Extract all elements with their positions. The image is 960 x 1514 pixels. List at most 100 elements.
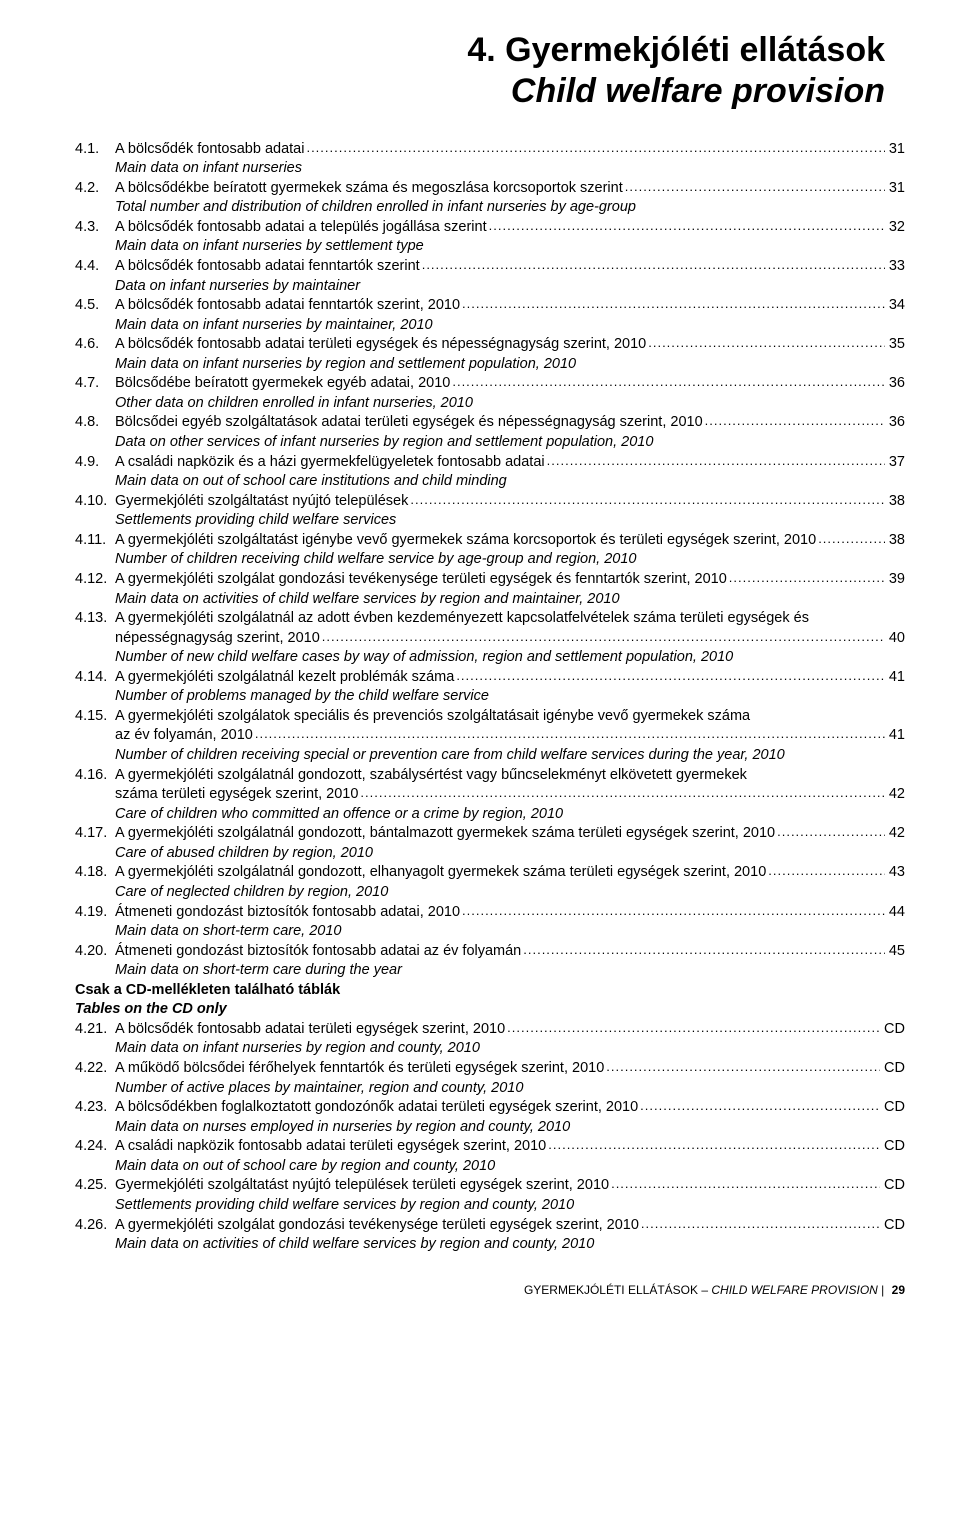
toc-label: A működő bölcsődei férőhelyek fenntartók…	[115, 1059, 604, 1079]
toc-page: 41	[885, 726, 905, 746]
toc-row: 4.7.Bölcsődébe beíratott gyermekek egyéb…	[75, 374, 905, 394]
footer-en: CHILD WELFARE PROVISION	[711, 1283, 877, 1297]
toc-leader	[775, 823, 885, 841]
toc-row: 4.18.A gyermekjóléti szolgálatnál gondoz…	[75, 863, 905, 883]
toc-leader	[521, 941, 885, 959]
toc-desc: Number of problems managed by the child …	[75, 687, 905, 707]
toc-label: A bölcsődék fontosabb adatai területi eg…	[115, 335, 646, 355]
toc-num: 4.7.	[75, 374, 115, 394]
toc-label: A gyermekjóléti szolgálatnál kezelt prob…	[115, 668, 454, 688]
toc-label: A bölcsődék fontosabb adatai fenntartók …	[115, 296, 460, 316]
toc-row: 4.8.Bölcsődei egyéb szolgáltatások adata…	[75, 413, 905, 433]
toc-num: 4.10.	[75, 492, 115, 512]
toc-label: Bölcsődébe beíratott gyermekek egyéb ada…	[115, 374, 450, 394]
toc-leader	[505, 1019, 880, 1037]
toc-page: 36	[885, 413, 905, 433]
toc-label: A bölcsődék fontosabb adatai területi eg…	[115, 1020, 505, 1040]
toc-num: 4.9.	[75, 453, 115, 473]
toc-row: 4.14.A gyermekjóléti szolgálatnál kezelt…	[75, 668, 905, 688]
toc-num: 4.17.	[75, 824, 115, 844]
toc-label: A gyermekjóléti szolgálatnál gondozott, …	[115, 824, 775, 844]
toc-cd-section: Csak a CD-mellékleten található táblák T…	[75, 981, 905, 1255]
toc-num: 4.3.	[75, 218, 115, 238]
toc-label: A gyermekjóléti szolgálat gondozási tevé…	[115, 1216, 639, 1236]
toc-num: 4.2.	[75, 179, 115, 199]
toc-page: 31	[885, 179, 905, 199]
toc-num: 4.23.	[75, 1098, 115, 1118]
toc-num: 4.18.	[75, 863, 115, 883]
toc-desc: Main data on out of school care institut…	[75, 472, 905, 492]
toc-desc: Main data on short-term care, 2010	[75, 922, 905, 942]
footer-page: 29	[888, 1283, 905, 1297]
toc-leader	[766, 862, 885, 880]
toc-num: 4.1.	[75, 140, 115, 160]
toc-row: 4.6.A bölcsődék fontosabb adatai terület…	[75, 335, 905, 355]
toc-row: 4.17.A gyermekjóléti szolgálatnál gondoz…	[75, 824, 905, 844]
footer-sep: |	[878, 1283, 888, 1297]
toc-row: 4.2.A bölcsődékbe beíratott gyermekek sz…	[75, 179, 905, 199]
toc-label: A gyermekjóléti szolgáltatást igénybe ve…	[115, 531, 816, 551]
toc-leader	[545, 452, 885, 470]
title-hu: 4. Gyermekjóléti ellátások	[75, 30, 885, 71]
toc-page: 37	[885, 453, 905, 473]
toc-leader	[408, 491, 884, 509]
toc-page: 39	[885, 570, 905, 590]
toc-row: 4.23.A bölcsődékben foglalkoztatott gond…	[75, 1098, 905, 1118]
toc-row-cont: az év folyamán, 201041	[75, 726, 905, 746]
toc-row: 4.22.A működő bölcsődei férőhelyek fennt…	[75, 1059, 905, 1079]
toc-page: 45	[885, 942, 905, 962]
toc-leader	[460, 902, 885, 920]
title-en: Child welfare provision	[75, 71, 885, 112]
toc-desc: Main data on infant nurseries	[75, 159, 905, 179]
toc-row: 4.19.Átmeneti gondozást biztosítók fonto…	[75, 903, 905, 923]
toc-desc: Main data on infant nurseries by region …	[75, 1039, 905, 1059]
toc-leader	[487, 217, 885, 235]
toc-main: 4.1.A bölcsődék fontosabb adatai31Main d…	[75, 140, 905, 981]
toc-row: 4.9.A családi napközik és a házi gyermek…	[75, 453, 905, 473]
toc-desc: Settlements providing child welfare serv…	[75, 1196, 905, 1216]
toc-label: A bölcsődék fontosabb adatai	[115, 140, 304, 160]
toc-label: A gyermekjóléti szolgálatnál gondozott, …	[115, 863, 766, 883]
toc-label: A családi napközik fontosabb adatai terü…	[115, 1137, 546, 1157]
toc-row: 4.24.A családi napközik fontosabb adatai…	[75, 1137, 905, 1157]
toc-num: 4.12.	[75, 570, 115, 590]
toc-page: CD	[880, 1137, 905, 1157]
toc-label: A gyermekjóléti szolgálat gondozási tevé…	[115, 570, 727, 590]
toc-row: 4.12.A gyermekjóléti szolgálat gondozási…	[75, 570, 905, 590]
toc-page: 41	[885, 668, 905, 688]
toc-desc: Care of neglected children by region, 20…	[75, 883, 905, 903]
toc-desc: Other data on children enrolled in infan…	[75, 394, 905, 414]
toc-label: A bölcsődékben foglalkoztatott gondozónő…	[115, 1098, 638, 1118]
toc-page: 43	[885, 863, 905, 883]
toc-num: 4.4.	[75, 257, 115, 277]
toc-desc: Main data on short-term care during the …	[75, 961, 905, 981]
toc-leader	[450, 373, 885, 391]
toc-num: 4.21.	[75, 1020, 115, 1040]
toc-num: 4.5.	[75, 296, 115, 316]
toc-page: CD	[880, 1059, 905, 1079]
chapter-title: 4. Gyermekjóléti ellátások Child welfare…	[75, 30, 905, 112]
toc-row: 4.26.A gyermekjóléti szolgálat gondozási…	[75, 1216, 905, 1236]
toc-desc: Number of new child welfare cases by way…	[75, 648, 905, 668]
toc-num: 4.16.	[75, 766, 115, 786]
toc-label-cont: népességnagyság szerint, 2010	[115, 629, 320, 649]
toc-num: 4.11.	[75, 531, 115, 551]
toc-desc: Number of children receiving child welfa…	[75, 550, 905, 570]
toc-leader	[703, 412, 885, 430]
toc-page: 36	[885, 374, 905, 394]
toc-leader	[623, 178, 885, 196]
toc-leader	[358, 784, 884, 802]
toc-desc: Care of abused children by region, 2010	[75, 844, 905, 864]
toc-leader	[304, 139, 884, 157]
toc-leader	[604, 1058, 880, 1076]
toc-row: 4.21.A bölcsődék fontosabb adatai terüle…	[75, 1020, 905, 1040]
toc-row-cont: népességnagyság szerint, 201040	[75, 629, 905, 649]
toc-page: 33	[885, 257, 905, 277]
toc-desc: Data on other services of infant nurseri…	[75, 433, 905, 453]
toc-leader	[420, 256, 885, 274]
toc-leader	[639, 1215, 880, 1233]
footer-hu: GYERMEKJÓLÉTI ELLÁTÁSOK –	[524, 1283, 711, 1297]
toc-page: CD	[880, 1098, 905, 1118]
toc-row: 4.3.A bölcsődék fontosabb adatai a telep…	[75, 218, 905, 238]
toc-desc: Settlements providing child welfare serv…	[75, 511, 905, 531]
